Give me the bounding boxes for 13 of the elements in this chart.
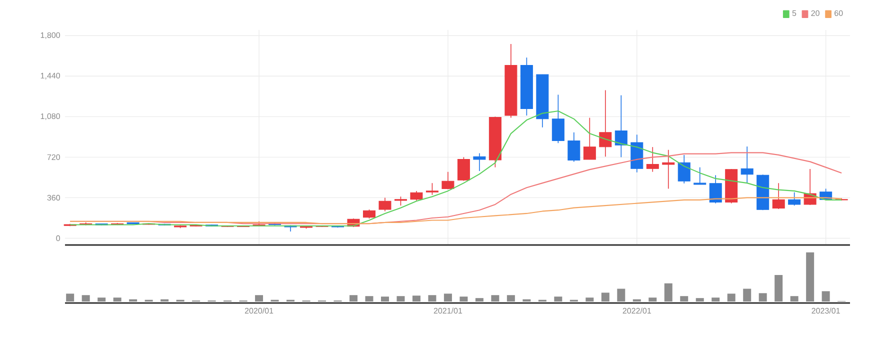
y-tick-label: 360: [47, 194, 60, 201]
x-tick-label: 2022/01: [622, 308, 651, 314]
x-tick-label: 2023/01: [812, 308, 840, 314]
y-tick-label: 1,800: [40, 32, 60, 39]
legend-label: 60: [834, 10, 843, 16]
y-tick-label: 1,080: [40, 113, 60, 120]
x-tick-label: 2021/01: [434, 308, 462, 314]
x-tick-label: 2020/01: [244, 308, 274, 314]
legend-label: 5: [792, 10, 796, 16]
legend-label: 20: [811, 10, 820, 16]
y-tick-label: 720: [47, 154, 60, 160]
y-tick-label: 0: [56, 235, 60, 242]
y-tick-label: 1,440: [40, 72, 60, 80]
